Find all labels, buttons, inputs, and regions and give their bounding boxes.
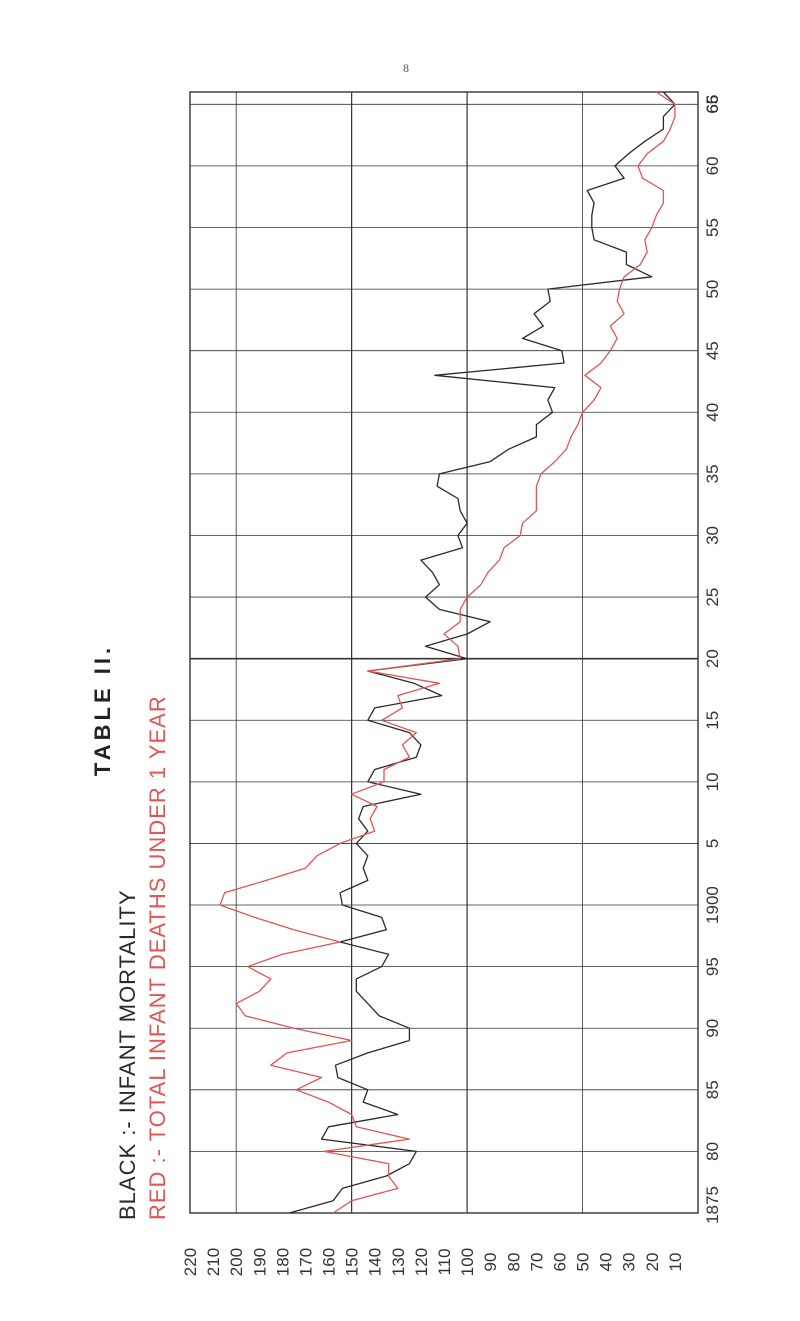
series-line-black (289, 91, 676, 1214)
y-tick-label: 120 (412, 1248, 431, 1276)
y-tick-label: 30 (620, 1253, 639, 1272)
y-tick-label: 90 (481, 1253, 500, 1272)
y-tick-group: 100 (458, 1248, 477, 1276)
y-tick-label: 210 (204, 1248, 223, 1276)
x-tick-label: 90 (703, 1019, 722, 1038)
y-tick-label: 100 (458, 1248, 477, 1276)
legend-red: RED :- TOTAL INFANT DEATHS UNDER 1 YEAR (145, 695, 170, 1220)
x-tick-label: 25 (703, 588, 722, 607)
x-tick-group: 95 (703, 957, 722, 976)
y-tick-group: 150 (343, 1248, 362, 1276)
y-tick-group: 200 (227, 1248, 246, 1276)
x-tick-group: 1875 (703, 1186, 722, 1224)
x-tick-label: 50 (703, 280, 722, 299)
chart-title: TABLE II. (90, 644, 115, 776)
x-tick-group: 90 (703, 1019, 722, 1038)
y-tick-label: 10 (666, 1253, 685, 1272)
y-tick-label: 40 (597, 1253, 616, 1272)
x-tick-label: 65 (703, 95, 722, 114)
x-tick-group: 25 (703, 588, 722, 607)
y-tick-label: 20 (643, 1253, 662, 1272)
x-tick-group: 1900 (703, 886, 722, 924)
y-tick-group: 80 (504, 1253, 523, 1272)
x-tick-label: 35 (703, 464, 722, 483)
x-tick-label: 1900 (703, 886, 722, 924)
x-tick-group: 65 (703, 95, 722, 114)
x-tick-group: 15 (703, 711, 722, 730)
series-lines (219, 91, 676, 1214)
y-tick-group: 120 (412, 1248, 431, 1276)
y-tick-label: 190 (250, 1248, 269, 1276)
y-tick-group: 170 (296, 1248, 315, 1276)
x-tick-label: 60 (703, 156, 722, 175)
y-tick-group: 180 (273, 1248, 292, 1276)
y-tick-label: 130 (389, 1248, 408, 1276)
y-tick-group: 130 (389, 1248, 408, 1276)
x-tick-label: 1875 (703, 1186, 722, 1224)
x-tick-label: 15 (703, 711, 722, 730)
grid (189, 91, 699, 1214)
x-tick-label: 80 (703, 1142, 722, 1161)
x-tick-group: 66 (703, 95, 722, 114)
y-tick-label: 160 (320, 1248, 339, 1276)
x-tick-label: 85 (703, 1080, 722, 1099)
x-tick-label: 20 (703, 649, 722, 668)
y-tick-label: 50 (574, 1253, 593, 1272)
x-tick-label: 5 (703, 839, 722, 848)
y-tick-label: 180 (273, 1248, 292, 1276)
x-tick-label: 55 (703, 218, 722, 237)
y-tick-group: 50 (574, 1253, 593, 1272)
x-tick-label: 95 (703, 957, 722, 976)
x-tick-label: 30 (703, 526, 722, 545)
x-tick-group: 50 (703, 280, 722, 299)
x-tick-labels: 1875 80 85 90 95 1900 5 10 15 20 25 30 35 40 45 50 55 60 6… (703, 95, 722, 1224)
y-tick-group: 30 (620, 1253, 639, 1272)
series-line-red (219, 91, 676, 1214)
x-tick-group: 55 (703, 218, 722, 237)
y-tick-group: 40 (597, 1253, 616, 1272)
x-tick-group: 30 (703, 526, 722, 545)
y-tick-group: 190 (250, 1248, 269, 1276)
y-tick-label: 170 (296, 1248, 315, 1276)
y-tick-group: 110 (435, 1248, 454, 1275)
x-tick-group: 85 (703, 1080, 722, 1099)
x-tick-label: 40 (703, 403, 722, 422)
x-tick-group: 60 (703, 156, 722, 175)
y-tick-group: 90 (481, 1253, 500, 1272)
x-tick-group: 45 (703, 341, 722, 360)
y-tick-group: 140 (366, 1248, 385, 1276)
x-tick-label: 10 (703, 772, 722, 791)
x-tick-group: 35 (703, 464, 722, 483)
x-tick-label: 45 (703, 341, 722, 360)
x-tick-group: 5 (703, 839, 722, 848)
y-tick-label: 150 (343, 1248, 362, 1276)
x-tick-group: 80 (703, 1142, 722, 1161)
legend-black-group: BLACK :- INFANT MORTALITY (115, 889, 140, 1220)
x-tick-group: 10 (703, 772, 722, 791)
y-tick-labels: 220 210 200 190 180 170 160 150 140 130 120 110 100 9… (181, 1248, 685, 1276)
y-tick-label: 140 (366, 1248, 385, 1276)
y-tick-group: 20 (643, 1253, 662, 1272)
y-tick-group: 10 (666, 1253, 685, 1272)
chart-title-group: TABLE II. (90, 644, 115, 776)
plot-frame (189, 91, 699, 1214)
y-tick-label: 220 (181, 1248, 200, 1276)
y-tick-label: 60 (550, 1253, 569, 1272)
x-tick-label: 66 (703, 95, 722, 114)
y-tick-group: 210 (204, 1248, 223, 1276)
x-tick-group: 40 (703, 403, 722, 422)
y-tick-label: 70 (527, 1253, 546, 1272)
x-tick-group: 20 (703, 649, 722, 668)
y-tick-label: 80 (504, 1253, 523, 1272)
y-tick-group: 70 (527, 1253, 546, 1272)
y-tick-group: 160 (320, 1248, 339, 1276)
legend-red-group: RED :- TOTAL INFANT DEATHS UNDER 1 YEAR (145, 695, 170, 1220)
legend-black: BLACK :- INFANT MORTALITY (115, 889, 140, 1220)
y-tick-label: 200 (227, 1248, 246, 1276)
y-tick-group: 60 (550, 1253, 569, 1272)
page-number: 8 (403, 61, 409, 75)
y-tick-label: 110 (435, 1248, 454, 1275)
y-tick-group: 220 (181, 1248, 200, 1276)
